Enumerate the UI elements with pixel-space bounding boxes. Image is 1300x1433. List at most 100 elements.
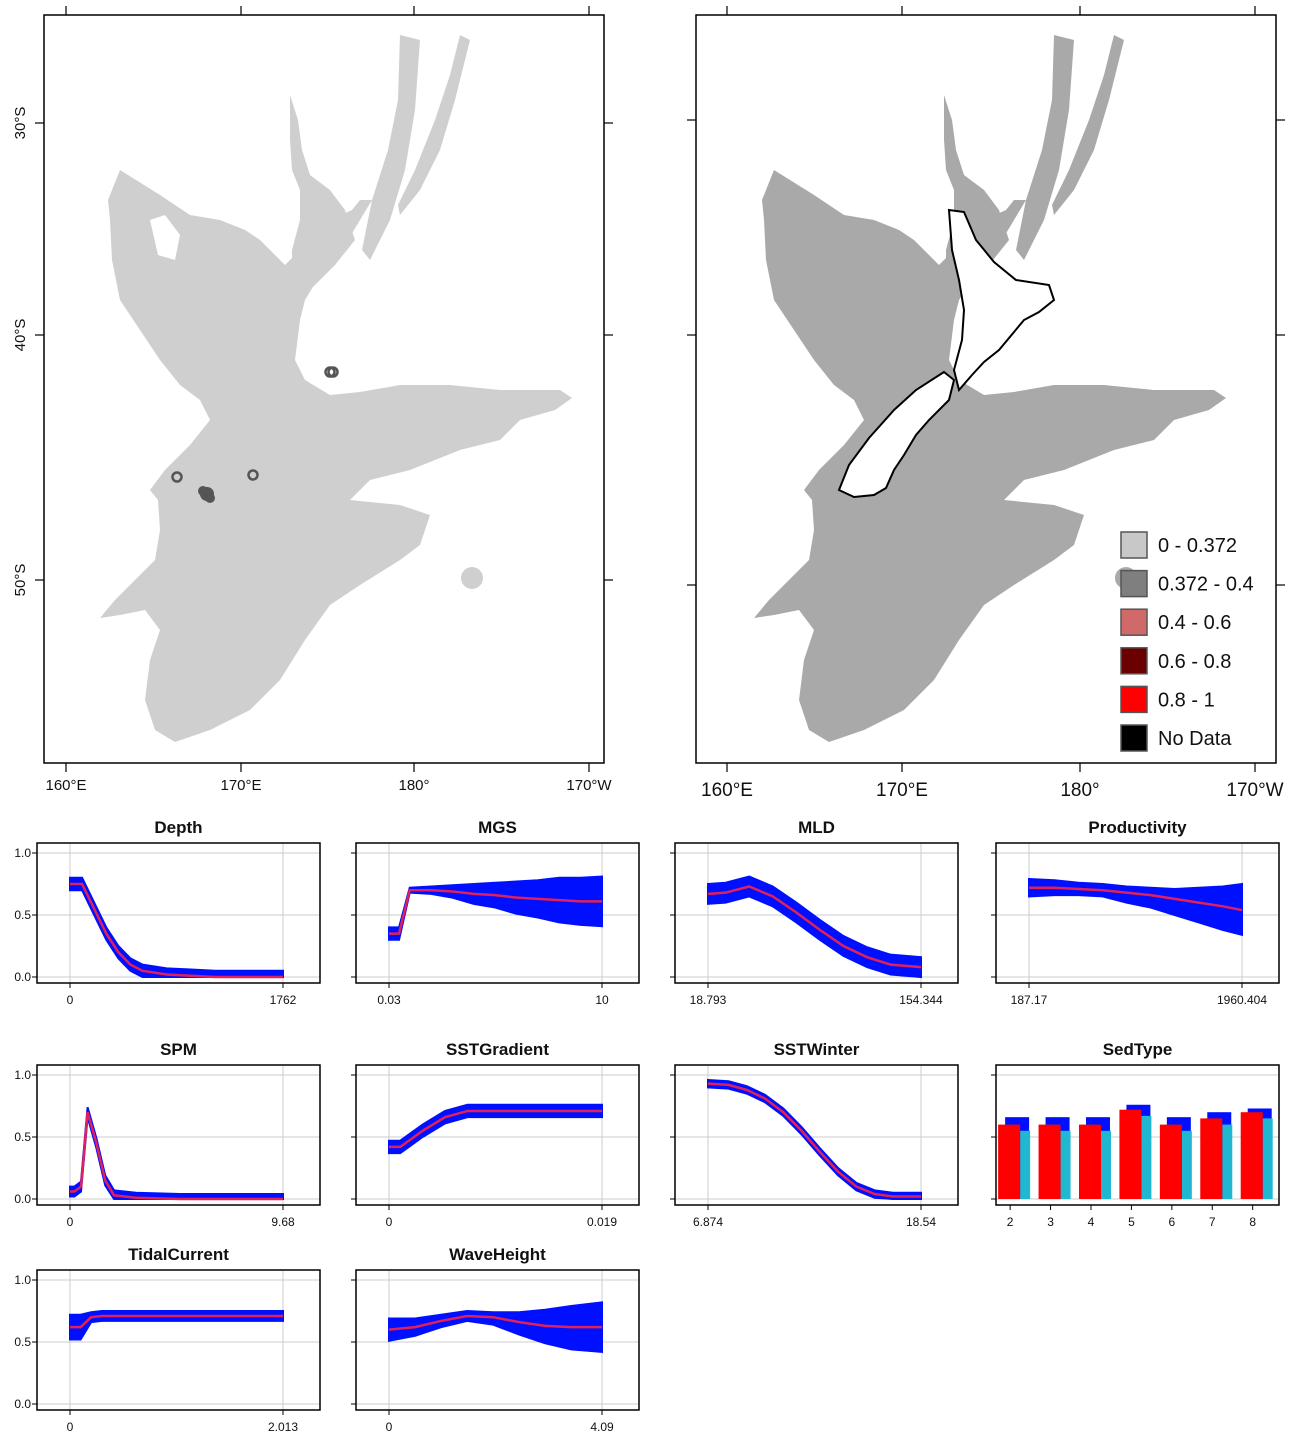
panel-title: WaveHeight [449, 1245, 546, 1264]
sample-cluster [198, 486, 208, 496]
zealandia-shelf [100, 170, 572, 742]
bar [998, 1124, 1021, 1199]
x-tick-label: 170°E [876, 780, 928, 801]
legend-label: 0.372 - 0.4 [1158, 574, 1254, 596]
y-tick-label: 0.5 [14, 1130, 31, 1144]
panel-frame [674, 1064, 959, 1206]
legend-label: No Data [1158, 728, 1232, 750]
x-tick-label: 18.793 [690, 993, 727, 1007]
panel-title: SedType [1103, 1040, 1173, 1059]
response-line [389, 1109, 602, 1149]
x-tick-label: 0 [386, 1420, 393, 1433]
panel-waveheight: WaveHeight 0 4.09 [351, 1245, 640, 1433]
x-tick-label: 2.013 [268, 1420, 298, 1433]
right-map-landmass [754, 35, 1226, 742]
right-map: 160°E 170°E 180° 170°W 0 - 0.372 0.372 - 0.4… [687, 6, 1285, 801]
sample-point [247, 469, 259, 481]
panel-frame [36, 1064, 321, 1206]
legend-label: 0 - 0.372 [1158, 535, 1237, 557]
legend-label: 0.8 - 1 [1158, 689, 1215, 711]
panel-frame [355, 842, 640, 984]
x-tick-label: 0 [67, 993, 74, 1007]
panel-title: SSTGradient [446, 1040, 549, 1059]
response-line [389, 888, 602, 935]
x-tick-label: 7 [1209, 1215, 1216, 1229]
bar-lower [1181, 1130, 1192, 1199]
x-tick-label: 1960.404 [1217, 993, 1267, 1007]
x-tick-label: 8 [1249, 1215, 1256, 1229]
left-map-points [171, 366, 339, 503]
x-tick-label: 4 [1088, 1215, 1095, 1229]
zealandia-shelf [754, 170, 1226, 742]
panel-frame [355, 1064, 640, 1206]
confidence-band [69, 1106, 284, 1200]
left-map-frame [43, 14, 605, 764]
confidence-band [69, 1310, 284, 1341]
panel-sedtype: SedType 2 3 4 5 6 7 8 [991, 1040, 1280, 1229]
kermadec-ridge [362, 35, 420, 260]
x-tick-label: 160°E [45, 777, 86, 794]
left-map-landmass [100, 35, 572, 742]
panel-depth: Depth 0.0 0.5 1.0 0 1762 [14, 818, 321, 1007]
x-tick-label: 170°E [220, 777, 261, 794]
panel-productivity: Productivity 187.17 1960.404 [991, 818, 1280, 1007]
panel-title: SPM [160, 1040, 197, 1059]
panel-title: TidalCurrent [128, 1245, 229, 1264]
panel-title: Depth [154, 818, 202, 837]
response-line [70, 1111, 283, 1201]
x-tick-label: 170°W [1226, 780, 1283, 801]
y-tick-label: 0.0 [14, 1192, 31, 1206]
response-line [70, 1314, 283, 1329]
x-tick-label: 0 [67, 1215, 74, 1229]
sample-cluster [205, 493, 215, 503]
legend-label: 0.4 - 0.6 [1158, 612, 1231, 634]
bar-lower [1060, 1130, 1071, 1199]
bar [1038, 1124, 1061, 1199]
bar-lower [1100, 1130, 1111, 1199]
bar [1159, 1124, 1182, 1199]
panel-frame [995, 1064, 1280, 1206]
confidence-band [707, 1078, 922, 1200]
x-tick-label: 1762 [270, 993, 297, 1007]
y-tick-label: 1.0 [14, 846, 31, 860]
panel-spm: SPM 0.0 0.5 1.0 0 9.68 [14, 1040, 321, 1229]
y-tick-label: 0.5 [14, 1335, 31, 1349]
x-tick-label: 10 [595, 993, 609, 1007]
panel-title: MGS [478, 818, 517, 837]
panel-sstgradient: SSTGradient 0 0.019 [351, 1040, 640, 1229]
islet [461, 567, 483, 589]
north-island-north [290, 95, 355, 300]
legend-swatch [1120, 685, 1148, 714]
y-tick-label: 50°S [12, 564, 29, 597]
y-tick-label: 1.0 [14, 1273, 31, 1287]
panel-title: MLD [798, 818, 835, 837]
panel-frame [36, 1269, 321, 1411]
south-island [837, 370, 956, 499]
x-tick-label: 154.344 [899, 993, 943, 1007]
panel-sstwinter: SSTWinter 6.874 18.54 [670, 1040, 959, 1229]
right-map-axes: 160°E 170°E 180° 170°W [687, 6, 1285, 801]
panel-mld: MLD 18.793 154.344 [670, 818, 959, 1007]
panel-frame [355, 1269, 640, 1411]
legend-swatch [1120, 608, 1148, 636]
tonga-ridge [1052, 35, 1124, 215]
x-tick-label: 0 [67, 1420, 74, 1433]
bar [1200, 1118, 1223, 1199]
y-tick-label: 0.0 [14, 1397, 31, 1411]
right-map-frame [695, 14, 1277, 764]
response-line [388, 1314, 602, 1331]
x-tick-label: 0 [386, 1215, 393, 1229]
bar-lower [1020, 1130, 1031, 1199]
x-tick-label: 9.68 [271, 1215, 295, 1229]
lord-howe-gap [150, 215, 180, 260]
bar-lower [1141, 1115, 1152, 1199]
x-tick-label: 5 [1128, 1215, 1135, 1229]
tonga-ridge [398, 35, 470, 215]
kermadec-ridge [1016, 35, 1074, 260]
confidence-band [388, 1301, 603, 1354]
legend-label: 0.6 - 0.8 [1158, 651, 1231, 673]
confidence-band [388, 1103, 603, 1155]
bar-lower [1222, 1124, 1233, 1199]
